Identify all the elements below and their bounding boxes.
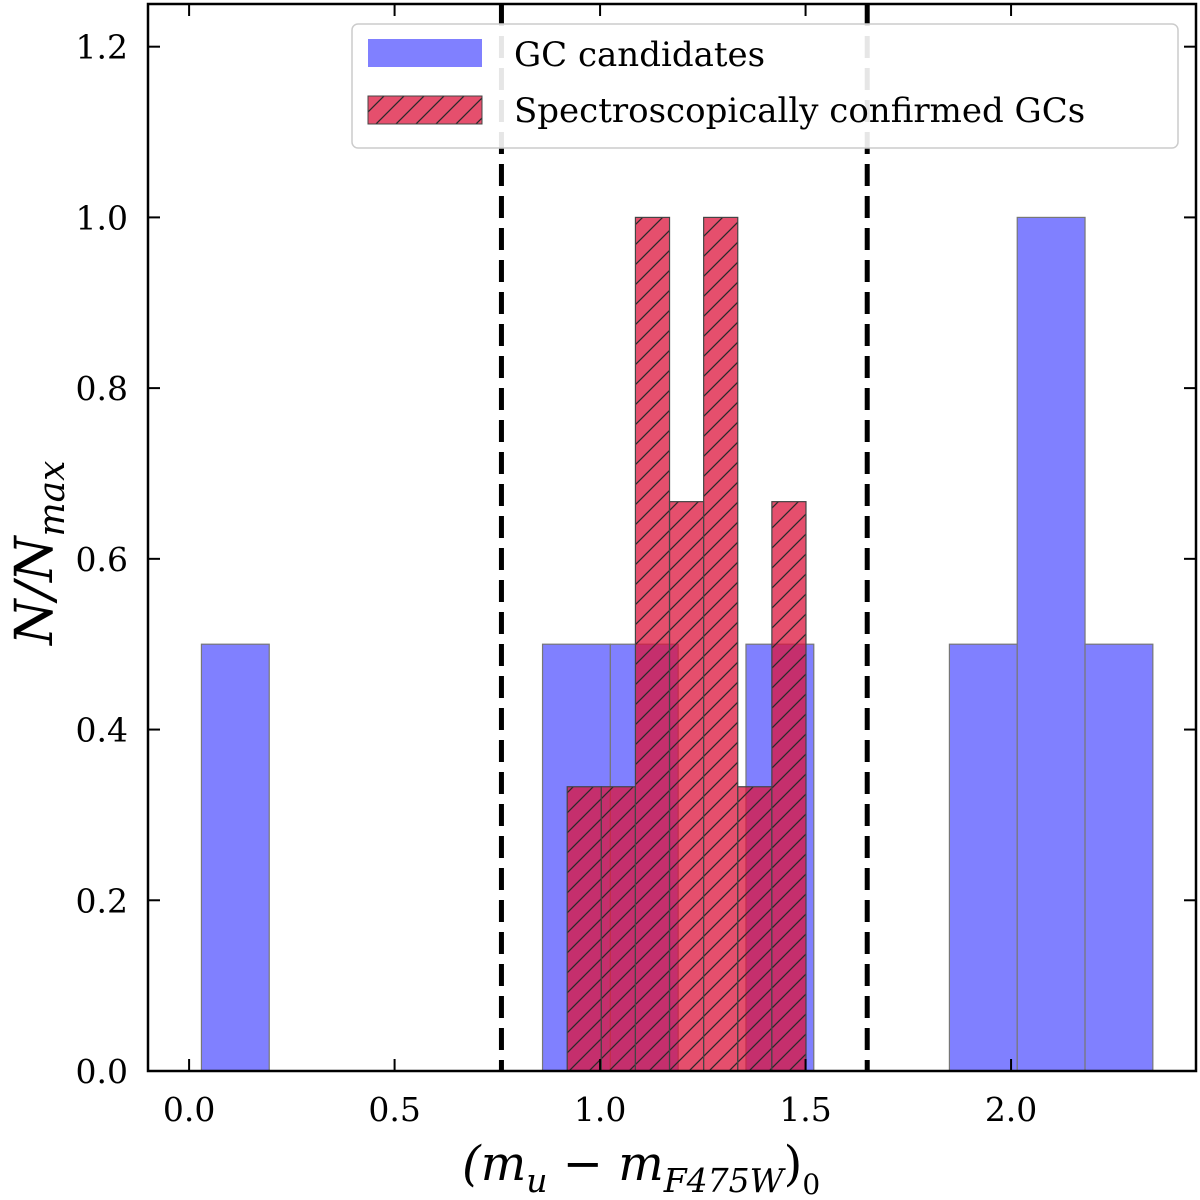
x-tick-labels: 0.0 0.5 1.0 1.5 2.0 <box>163 1090 1037 1129</box>
x-tick-label-1: 0.5 <box>368 1090 420 1129</box>
confirmed-gcs-hatch-5 <box>737 786 773 1071</box>
legend-box <box>351 23 1179 149</box>
y-tick-label-3: 0.6 <box>76 540 128 579</box>
confirmed-gcs-bars <box>566 216 807 1071</box>
legend-swatch-gc-candidates <box>368 39 482 67</box>
y-tick-label-2: 0.4 <box>76 711 128 750</box>
x-tick-label-3: 1.5 <box>779 1090 831 1129</box>
axis-ticks <box>148 4 1196 1072</box>
y-tick-label-5: 1.0 <box>76 198 128 237</box>
y-label-sub: max <box>32 461 73 537</box>
gc-candidates-bar-4 <box>948 643 1018 1071</box>
y-tick-labels: 0.0 0.2 0.4 0.6 0.8 1.0 1.2 <box>76 28 128 1091</box>
gc-candidates-bar-5 <box>1016 216 1086 1071</box>
x-label-minus: − m <box>548 1136 664 1192</box>
confirmed-gcs-hatch-2 <box>634 216 671 1071</box>
confirmed-gcs-hatch-4 <box>703 216 739 1071</box>
legend-label-confirmed-gcs: Spectroscopically confirmed GCs <box>514 91 1085 131</box>
threshold-lines <box>498 4 870 1071</box>
legend-swatch-hatch <box>367 95 483 125</box>
y-axis-label: N/Nmax <box>5 461 73 647</box>
gc-candidates-bar-0 <box>200 643 270 1071</box>
x-axis-label: (mu − mF475W)0 <box>462 1136 820 1200</box>
confirmed-gcs-hatch-0 <box>566 786 602 1071</box>
y-tick-label-6: 1.2 <box>76 28 128 67</box>
gc-candidates-bar-6 <box>1084 643 1154 1071</box>
x-label-sub-f: F475W <box>663 1161 787 1200</box>
x-tick-label-2: 1.0 <box>574 1090 626 1129</box>
x-label-sub-0: 0 <box>802 1168 820 1200</box>
legend: GC candidates Spectroscopically confirme… <box>351 23 1179 149</box>
y-label-base: N/N <box>5 535 65 647</box>
x-label-sub-u: u <box>526 1161 547 1200</box>
confirmed-gcs-hatch-3 <box>668 501 705 1071</box>
y-tick-label-0: 0.0 <box>76 1052 128 1091</box>
plot-frame <box>146 2 1198 1073</box>
confirmed-gcs-hatch-1 <box>600 786 637 1071</box>
confirmed-gcs-hatch-6 <box>771 501 807 1071</box>
x-label-close: ) <box>784 1136 803 1192</box>
x-tick-label-4: 2.0 <box>985 1090 1037 1129</box>
legend-label-gc-candidates: GC candidates <box>514 35 765 75</box>
y-tick-label-1: 0.2 <box>76 881 128 920</box>
x-label-base: (m <box>462 1136 526 1192</box>
x-tick-label-0: 0.0 <box>163 1090 215 1129</box>
y-tick-label-4: 0.8 <box>76 369 128 408</box>
